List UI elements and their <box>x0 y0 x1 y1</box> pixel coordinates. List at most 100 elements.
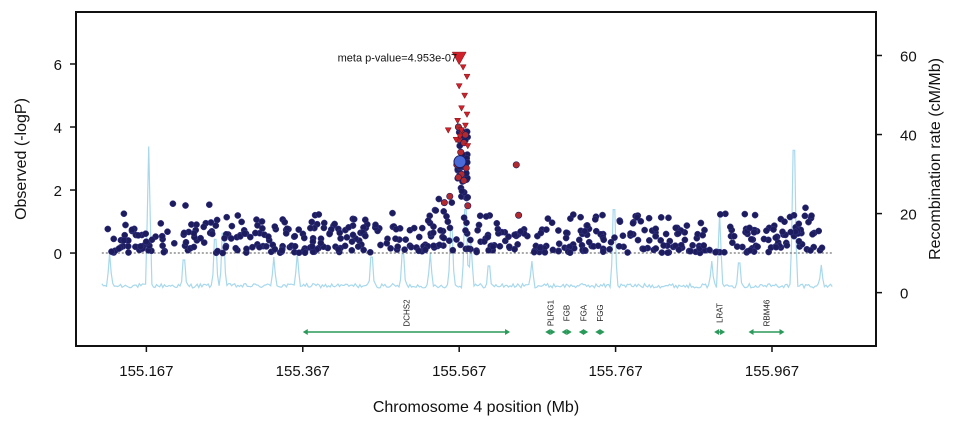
gene-arrow-right <box>779 329 785 335</box>
gene-label: FGG <box>596 304 605 321</box>
snp-point <box>665 214 672 222</box>
highlight-point <box>464 202 472 210</box>
snp-point <box>772 243 780 251</box>
snp-point <box>234 212 242 219</box>
snp-point <box>577 213 584 221</box>
snp-point <box>415 233 423 241</box>
snp-point <box>429 229 437 237</box>
snp-point <box>108 248 115 255</box>
snp-point <box>205 201 213 209</box>
snp-point <box>343 234 351 241</box>
gene-fgg: FGG <box>595 304 605 335</box>
snp-point <box>213 216 221 224</box>
gene-arrow-left <box>561 329 567 335</box>
snp-point <box>464 193 472 201</box>
snp-point <box>664 249 672 257</box>
snp-point <box>449 246 457 254</box>
snp-point <box>232 244 240 252</box>
snp-point <box>418 224 426 232</box>
snp-point <box>326 230 333 238</box>
snp-point <box>569 211 577 218</box>
snp-point <box>169 200 177 208</box>
x-axis: 155.167 155.367 155.567 155.767 155.967 <box>119 346 799 380</box>
gene-label: DCHS2 <box>402 299 411 327</box>
snp-point <box>581 227 589 235</box>
lead-snp-triangle <box>451 51 467 66</box>
gene-arrow-left <box>748 329 754 335</box>
snp-point <box>227 235 235 242</box>
snp-point <box>555 227 562 234</box>
snp-point <box>300 234 308 242</box>
snp-point <box>214 247 221 255</box>
gene-arrow-right <box>505 329 511 335</box>
y-axis-left-title: Observed (-logP) <box>13 98 30 220</box>
snp-point <box>657 237 665 244</box>
snp-point <box>228 222 236 230</box>
snp-point <box>683 222 691 229</box>
x-tick-label: 155.967 <box>745 363 799 380</box>
snp-point <box>350 215 358 223</box>
highlight-point <box>512 161 520 169</box>
snp-point <box>137 243 145 250</box>
y-right-tick-label: 20 <box>900 207 917 224</box>
gene-fgb: FGB <box>561 305 572 335</box>
gene-lrat: LRAT <box>714 303 726 335</box>
snp-point <box>262 243 270 250</box>
snp-point <box>200 239 208 246</box>
snp-point <box>645 214 653 222</box>
snp-point <box>432 207 440 214</box>
snp-point <box>383 239 391 247</box>
snp-point <box>124 242 132 250</box>
reference-snp-layer <box>453 155 467 169</box>
snp-point <box>549 246 557 254</box>
snp-point <box>733 243 741 250</box>
y-left-tick-label: 0 <box>54 246 62 263</box>
snp-point <box>585 238 593 246</box>
snp-point <box>712 248 719 256</box>
snp-point <box>536 244 544 252</box>
snp-point <box>208 230 216 238</box>
snp-point <box>182 238 190 246</box>
highlight-point <box>440 199 448 207</box>
snp-triangle <box>458 105 465 112</box>
gene-arrow-right <box>720 329 726 335</box>
snp-point <box>763 227 770 235</box>
snp-point <box>453 236 460 243</box>
reference-snp <box>453 155 467 169</box>
snp-point <box>157 220 165 227</box>
snp-point <box>652 245 660 252</box>
snp-point <box>104 225 112 233</box>
snp-point <box>795 237 803 245</box>
snp-point <box>747 235 755 243</box>
gene-arrow-left <box>545 329 551 335</box>
snp-point <box>348 246 356 254</box>
snp-point <box>142 230 150 238</box>
highlight-point <box>457 148 465 156</box>
snp-point <box>295 249 303 257</box>
snp-point <box>430 242 437 250</box>
snp-point <box>110 235 118 243</box>
snp-point <box>320 219 328 227</box>
snp-point <box>779 228 786 236</box>
y-right-tick-label: 40 <box>900 128 917 145</box>
snp-point <box>476 212 484 220</box>
snp-point <box>366 248 374 256</box>
snp-triangle <box>452 136 460 144</box>
gene-track: DCHS2 PLRG1 FGB FGA FGG LRAT RBM46 <box>302 299 785 335</box>
snp-point <box>122 221 129 229</box>
snp-triangle <box>464 143 472 150</box>
snp-point <box>783 242 791 249</box>
snp-point <box>265 233 272 240</box>
snp-point <box>212 222 220 229</box>
gene-arrow-left <box>595 329 601 335</box>
snp-point <box>581 246 589 254</box>
snp-point <box>249 243 256 251</box>
snp-point <box>482 213 490 220</box>
snp-point <box>252 229 259 237</box>
snp-point <box>182 202 189 209</box>
snp-point <box>607 238 615 246</box>
snp-triangle <box>462 122 469 129</box>
snp-point <box>158 232 166 240</box>
snp-point <box>770 226 777 233</box>
snp-point <box>115 245 123 252</box>
